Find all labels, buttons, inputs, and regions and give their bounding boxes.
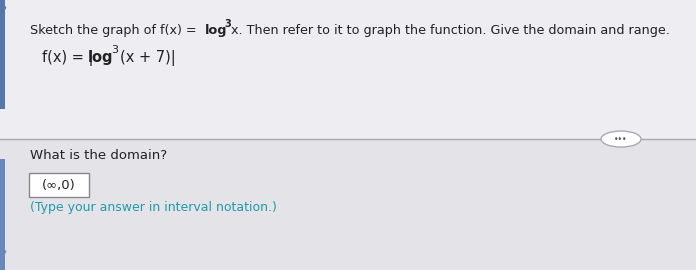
Text: 3: 3 <box>224 19 231 29</box>
Text: x. Then refer to it to graph the function. Give the domain and range.: x. Then refer to it to graph the functio… <box>231 24 670 37</box>
Text: (Type your answer in interval notation.): (Type your answer in interval notation.) <box>30 201 277 214</box>
Bar <box>0 0 696 139</box>
Text: (x + 7)|: (x + 7)| <box>120 50 176 66</box>
Text: •••: ••• <box>615 134 628 144</box>
Bar <box>0 0 5 109</box>
Text: 3: 3 <box>111 45 118 55</box>
Bar <box>0 139 696 270</box>
FancyBboxPatch shape <box>29 173 89 197</box>
Text: Sketch the graph of f(x) =: Sketch the graph of f(x) = <box>30 24 200 37</box>
Bar <box>0 159 5 270</box>
Text: (∞,0): (∞,0) <box>42 178 76 191</box>
Text: f(x) = |: f(x) = | <box>42 50 93 66</box>
Text: log: log <box>88 50 113 65</box>
Text: What is the domain?: What is the domain? <box>30 149 167 162</box>
Text: log: log <box>205 24 228 37</box>
Ellipse shape <box>601 131 641 147</box>
